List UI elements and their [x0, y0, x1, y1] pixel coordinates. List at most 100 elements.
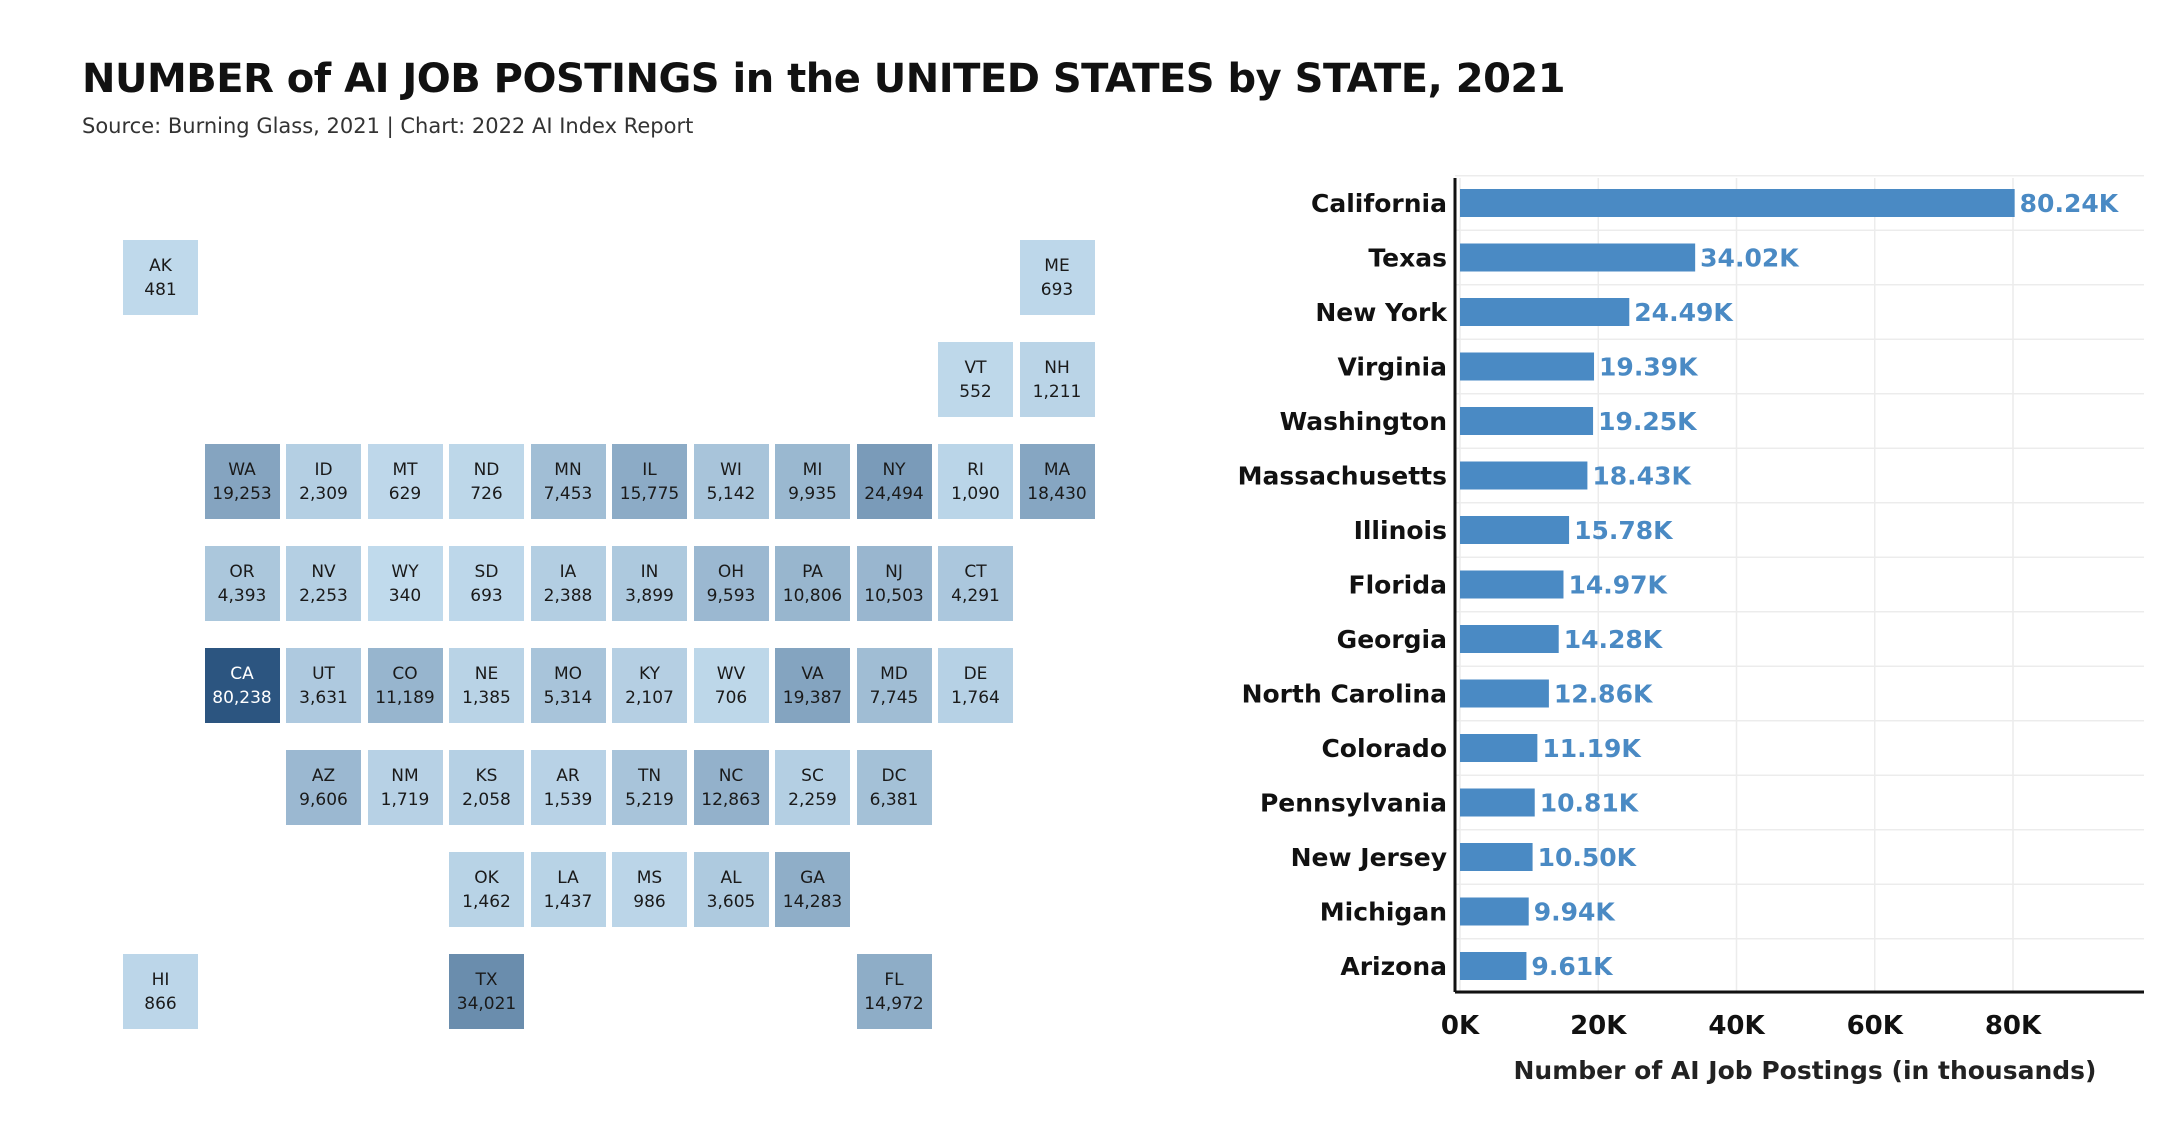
category-label: Massachusetts	[1238, 462, 1447, 491]
bar	[1460, 352, 1595, 381]
state-tile-me: ME 693	[1019, 240, 1095, 315]
bar	[1460, 243, 1696, 272]
state-value: 3,605	[706, 891, 756, 912]
state-abbr: IN	[640, 561, 659, 582]
state-abbr: RI	[967, 459, 984, 480]
state-tile-wi: WI 5,142	[693, 444, 769, 519]
state-tile-nv: NV 2,253	[286, 546, 361, 621]
state-tile-md: MD 7,745	[856, 648, 932, 723]
state-abbr: WY	[391, 561, 419, 582]
state-value: 340	[388, 585, 422, 606]
state-tile-az: AZ 9,606	[286, 750, 361, 825]
state-tile-de: DE 1,764	[938, 648, 1013, 723]
state-value: 6,381	[869, 789, 919, 810]
state-abbr: ID	[314, 459, 333, 480]
state-abbr: LA	[557, 867, 579, 888]
bar-value-label: 80.24K	[2020, 189, 2120, 218]
state-abbr: GA	[800, 867, 825, 888]
state-tile-sc: SC 2,259	[775, 750, 850, 825]
x-tick-label: 0K	[1441, 1011, 1480, 1041]
state-abbr: MS	[636, 867, 663, 888]
category-label: Michigan	[1320, 898, 1447, 927]
state-abbr: NY	[882, 459, 906, 480]
state-tile-mt: MT 629	[367, 444, 443, 519]
state-value: 1,211	[1032, 381, 1082, 402]
state-tile-ks: KS 2,058	[449, 750, 524, 825]
state-value: 693	[470, 585, 503, 606]
bar	[1460, 897, 1529, 926]
state-value: 1,539	[543, 789, 593, 810]
state-tile-in: IN 3,899	[612, 546, 687, 621]
state-tile-or: OR 4,393	[204, 546, 280, 621]
state-value: 5,314	[543, 687, 593, 708]
state-tile-ca: CA 80,238	[204, 648, 280, 723]
state-tile-wv: WV 706	[693, 648, 769, 723]
state-value: 1,385	[462, 687, 511, 708]
state-value: 5,142	[706, 483, 756, 504]
state-abbr: KS	[475, 765, 498, 786]
category-label: Texas	[1368, 244, 1447, 273]
state-value: 9,606	[299, 789, 348, 810]
state-abbr: AL	[720, 867, 742, 888]
state-abbr: NC	[718, 765, 744, 786]
state-value: 3,899	[625, 585, 674, 606]
state-value: 481	[144, 279, 177, 300]
state-tile-dc: DC 6,381	[856, 750, 932, 825]
x-tick-label: 60K	[1847, 1011, 1904, 1041]
bar-value-label: 34.02K	[1700, 244, 1800, 273]
state-abbr: KY	[639, 663, 660, 684]
category-label: Illinois	[1354, 516, 1447, 545]
state-tile-ct: CT 4,291	[938, 546, 1013, 621]
bar	[1460, 516, 1570, 544]
state-value: 14,283	[782, 891, 843, 912]
state-tile-co: CO 11,189	[367, 648, 443, 723]
state-abbr: VA	[801, 663, 824, 684]
bar-value-label: 10.81K	[1540, 789, 1640, 818]
state-abbr: NV	[311, 561, 336, 582]
state-tile-ak: AK 481	[123, 240, 198, 315]
state-tile-vt: VT 552	[938, 342, 1013, 417]
state-value: 1,437	[543, 891, 593, 912]
state-tile-al: AL 3,605	[693, 852, 769, 927]
category-label: Pennsylvania	[1260, 789, 1447, 818]
state-tile-mn: MN 7,453	[530, 444, 606, 519]
category-label: New York	[1315, 298, 1448, 327]
state-value: 1,090	[951, 483, 1000, 504]
state-abbr: MT	[392, 459, 418, 480]
bar-value-label: 10.50K	[1538, 843, 1638, 872]
state-value: 80,238	[212, 687, 272, 708]
bar-value-label: 12.86K	[1554, 680, 1654, 709]
state-value: 726	[470, 483, 503, 504]
state-abbr: WI	[720, 459, 742, 480]
state-value: 2,388	[543, 585, 593, 606]
bar	[1460, 298, 1630, 326]
state-value: 552	[959, 381, 992, 402]
state-abbr: WA	[228, 459, 256, 480]
state-value: 7,745	[869, 687, 919, 708]
state-value: 19,253	[212, 483, 272, 504]
state-abbr: MN	[554, 459, 582, 480]
state-value: 10,806	[782, 585, 843, 606]
state-value: 7,453	[543, 483, 593, 504]
state-value: 18,430	[1027, 483, 1087, 504]
state-abbr: SC	[801, 765, 824, 786]
bar-value-label: 11.19K	[1542, 734, 1642, 763]
state-value: 14,972	[864, 993, 924, 1014]
state-value: 24,494	[864, 483, 924, 504]
state-abbr: SD	[474, 561, 499, 582]
state-abbr: OK	[474, 867, 499, 888]
bar	[1460, 189, 2015, 217]
state-abbr: UT	[312, 663, 335, 684]
bar-value-label: 18.43K	[1592, 462, 1692, 491]
state-tile-oh: OH 9,593	[693, 546, 769, 621]
state-tile-il: IL 15,775	[612, 444, 687, 519]
state-tile-pa: PA 10,806	[775, 546, 850, 621]
state-value: 2,259	[788, 789, 837, 810]
state-tile-hi: HI 866	[123, 954, 198, 1029]
state-tile-nc: NC 12,863	[693, 750, 769, 825]
state-abbr: TX	[475, 969, 498, 990]
x-tick-label: 80K	[1985, 1011, 2042, 1041]
state-tile-ny: NY 24,494	[856, 444, 932, 519]
state-tile-tn: TN 5,219	[612, 750, 687, 825]
